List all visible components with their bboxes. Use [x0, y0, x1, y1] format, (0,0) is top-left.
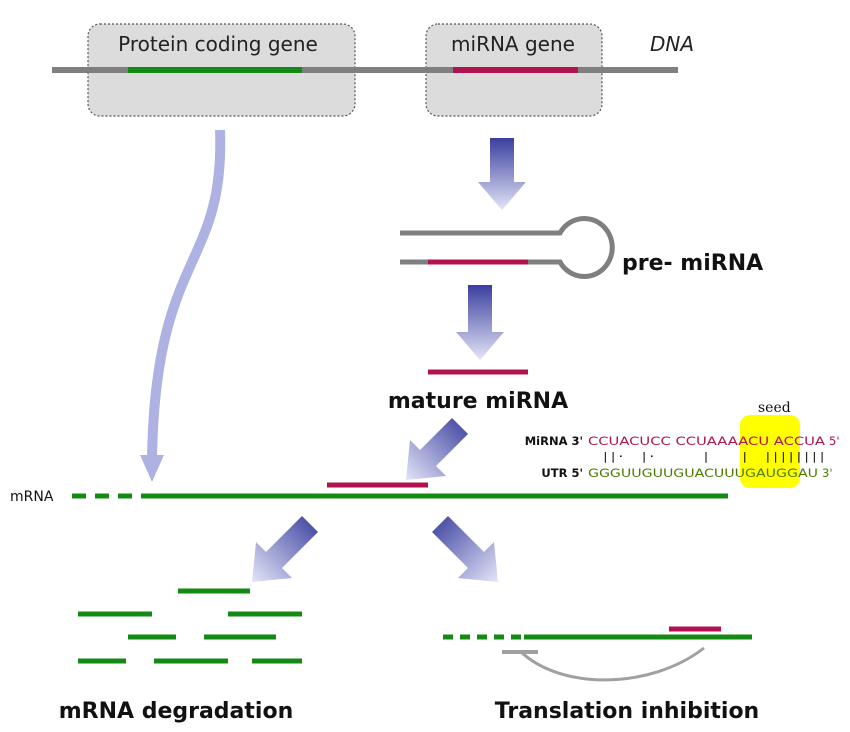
mrna-strand: mRNA [10, 482, 728, 505]
seed-highlight [740, 415, 800, 488]
mirna-gene-label: miRNA gene [451, 32, 575, 56]
ribosome-loop [518, 646, 705, 682]
translation-inhibition-label: Translation inhibition [495, 699, 759, 724]
seed-alignment: seed MiRNA 3' CCUACUCC CCUAAAACU ACCUA 5… [525, 400, 839, 488]
mature-mirna-label: mature miRNA [388, 389, 568, 414]
protein-coding-gene-label: Protein coding gene [118, 32, 318, 56]
down-arrow-icon [456, 285, 504, 360]
pairing-lines: ||· |· | | |||||||| [586, 450, 826, 463]
utr-suffix: 3' [822, 466, 832, 480]
utr-prefix: UTR 5' [541, 466, 583, 480]
mrna-label: mRNA [10, 489, 54, 505]
down-arrow-icon [478, 138, 526, 210]
diagonal-arrow-icon [252, 516, 318, 582]
mirna-prefix: MiRNA 3' [525, 434, 583, 448]
mature-mirna: mature miRNA [388, 369, 568, 414]
utr-sequence: GGGUUGUUGUACUUUGAUGGAU [588, 466, 818, 480]
pre-mirna-hairpin: pre- miRNA [400, 216, 763, 279]
dna-label: DNA [650, 32, 694, 56]
curved-arrow-icon [140, 129, 226, 482]
seed-label: seed [758, 400, 791, 416]
degradation-fragments [78, 588, 302, 664]
diagonal-arrow-icon [406, 418, 468, 480]
pre-mirna-label: pre- miRNA [622, 251, 763, 276]
mirna-suffix: 5' [829, 434, 839, 448]
mrna-degradation-label: mRNA degradation [59, 699, 294, 724]
diagonal-arrow-icon [432, 516, 498, 582]
mirna-sequence: CCUACUCC CCUAAAACU ACCUA [588, 434, 825, 448]
translation-inhibition-graphic [443, 626, 752, 682]
dna-region: Protein coding gene miRNA gene DNA [52, 23, 694, 117]
